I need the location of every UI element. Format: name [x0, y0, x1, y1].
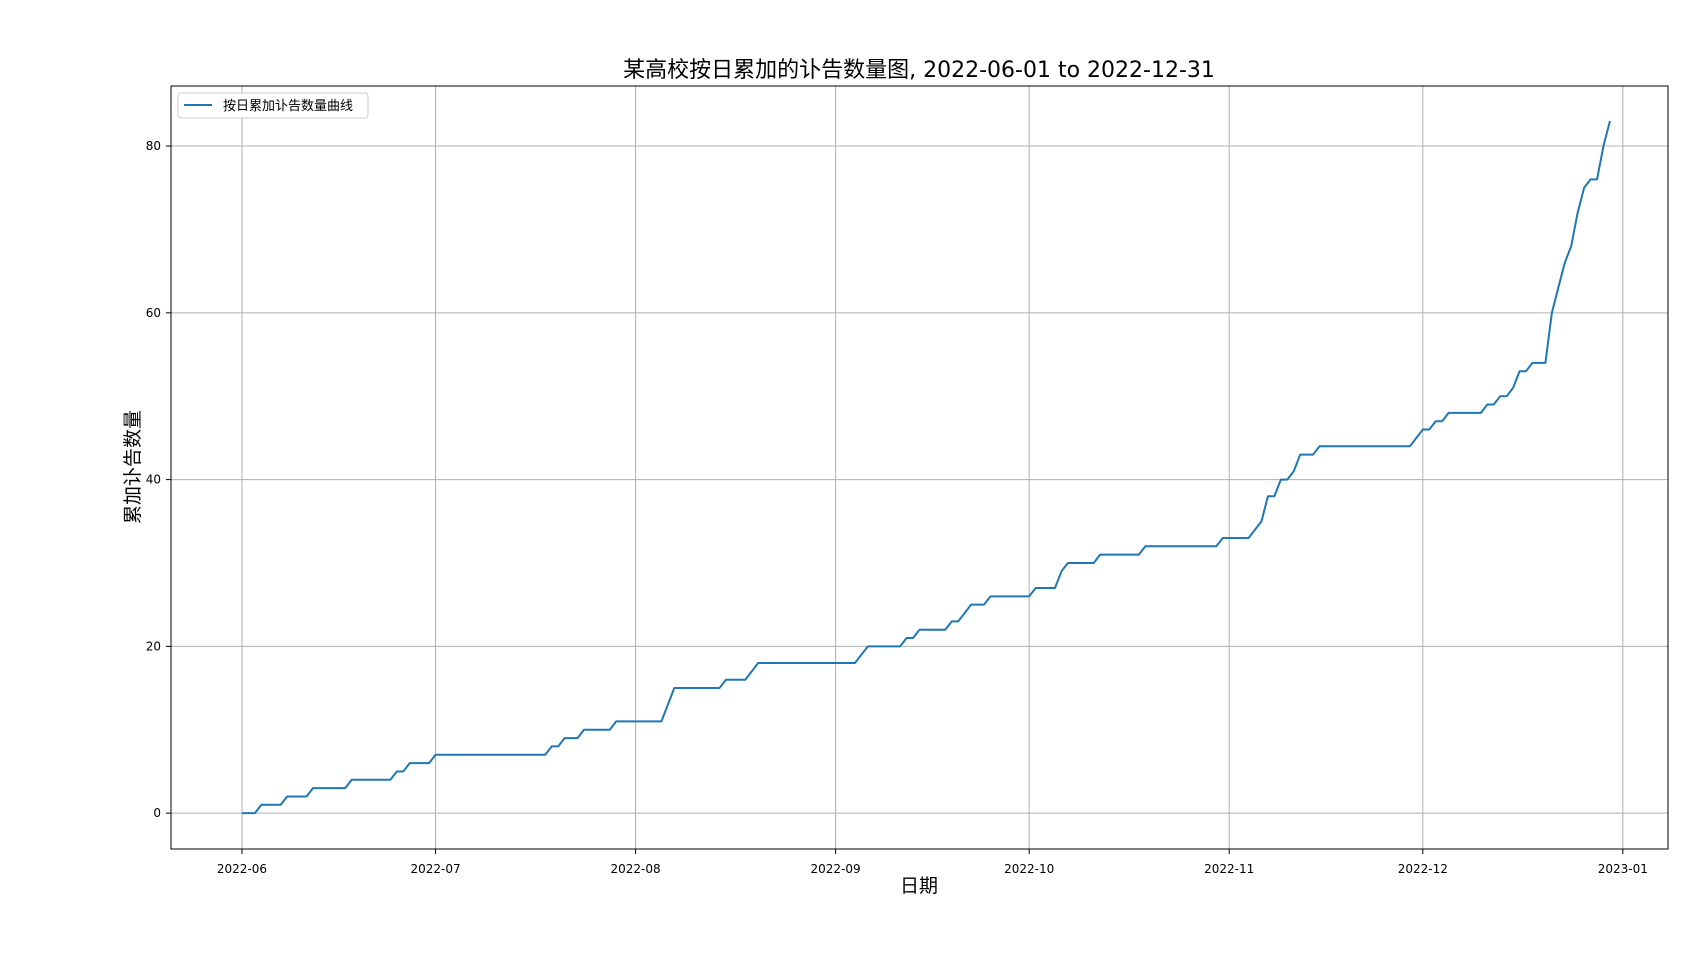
x-tick-label: 2022-11	[1204, 862, 1254, 876]
plot-lines	[241, 120, 1611, 815]
x-tick-label: 2022-07	[410, 862, 460, 876]
grid-lines	[171, 86, 1668, 849]
y-tick-label: 80	[146, 139, 161, 153]
x-axis-label: 日期	[900, 875, 938, 897]
x-axis-ticks: 2022-06 2022-07 2022-08 2022-09 2022-10 2022-…	[217, 849, 1648, 876]
y-tick-label: 20	[146, 639, 161, 653]
plot-frame	[170, 85, 1669, 850]
legend: 按日累加讣告数量曲线	[177, 92, 369, 119]
x-tick-label: 2023-01	[1598, 862, 1648, 876]
x-tick-label: 2022-10	[1004, 862, 1054, 876]
y-tick-label: 60	[146, 306, 161, 320]
y-tick-label: 40	[146, 473, 161, 487]
x-tick-label: 2022-08	[611, 862, 661, 876]
series-line-0	[241, 120, 1611, 815]
x-tick-label: 2022-12	[1398, 862, 1448, 876]
x-tick-label: 2022-09	[811, 862, 861, 876]
y-tick-label: 0	[153, 806, 161, 820]
y-axis-ticks: 0 20 40 60 80	[146, 139, 171, 820]
legend-entry-label: 按日累加讣告数量曲线	[223, 99, 353, 114]
x-tick-label: 2022-06	[217, 862, 267, 876]
legend-box	[177, 92, 369, 119]
chart-title: 某高校按日累加的讣告数量图, 2022-06-01 to 2022-12-31	[623, 58, 1215, 83]
y-axis-label: 累加讣告数量	[122, 410, 144, 524]
